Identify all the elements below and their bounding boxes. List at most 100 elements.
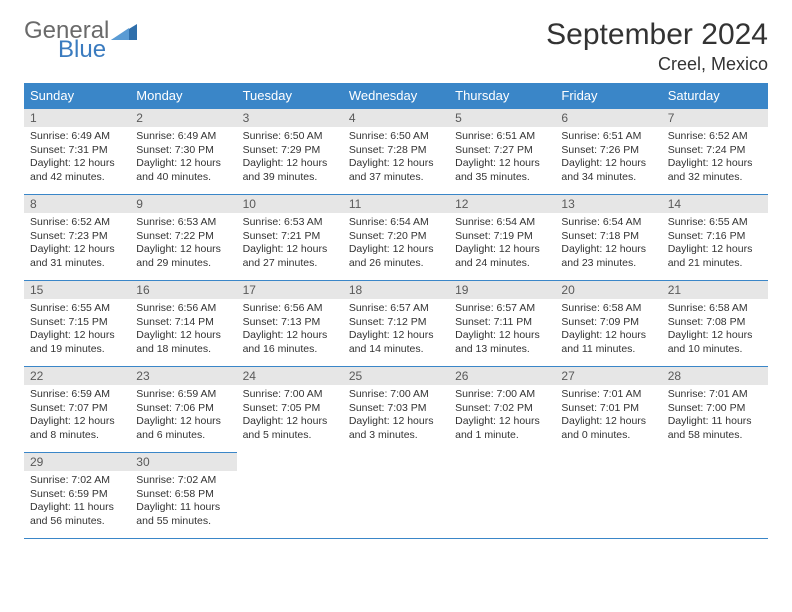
daylight-line1: Daylight: 12 hours <box>30 415 124 429</box>
calendar-day-cell: 10Sunrise: 6:53 AMSunset: 7:21 PMDayligh… <box>237 195 343 281</box>
calendar-day-cell: 23Sunrise: 6:59 AMSunset: 7:06 PMDayligh… <box>130 367 236 453</box>
calendar-day-cell <box>449 453 555 539</box>
calendar-day-cell: 7Sunrise: 6:52 AMSunset: 7:24 PMDaylight… <box>662 109 768 195</box>
day-number: 15 <box>24 281 130 299</box>
day-number: 21 <box>662 281 768 299</box>
sunset-text: Sunset: 7:16 PM <box>668 230 762 244</box>
day-number: 16 <box>130 281 236 299</box>
sunset-text: Sunset: 7:03 PM <box>349 402 443 416</box>
daylight-line1: Daylight: 12 hours <box>136 329 230 343</box>
calendar-day-cell: 27Sunrise: 7:01 AMSunset: 7:01 PMDayligh… <box>555 367 661 453</box>
day-details: Sunrise: 7:01 AMSunset: 7:00 PMDaylight:… <box>662 385 768 447</box>
day-number: 5 <box>449 109 555 127</box>
calendar-day-cell: 9Sunrise: 6:53 AMSunset: 7:22 PMDaylight… <box>130 195 236 281</box>
daylight-line2: and 37 minutes. <box>349 171 443 185</box>
day-details: Sunrise: 7:02 AMSunset: 6:59 PMDaylight:… <box>24 471 130 533</box>
day-details: Sunrise: 6:50 AMSunset: 7:29 PMDaylight:… <box>237 127 343 189</box>
daylight-line2: and 24 minutes. <box>455 257 549 271</box>
sunrise-text: Sunrise: 6:53 AM <box>243 216 337 230</box>
sunrise-text: Sunrise: 7:02 AM <box>136 474 230 488</box>
dow-tuesday: Tuesday <box>237 83 343 109</box>
daylight-line2: and 16 minutes. <box>243 343 337 357</box>
daylight-line1: Daylight: 11 hours <box>30 501 124 515</box>
sunset-text: Sunset: 7:29 PM <box>243 144 337 158</box>
sunset-text: Sunset: 7:19 PM <box>455 230 549 244</box>
daylight-line2: and 14 minutes. <box>349 343 443 357</box>
day-details: Sunrise: 6:56 AMSunset: 7:13 PMDaylight:… <box>237 299 343 361</box>
sunset-text: Sunset: 7:28 PM <box>349 144 443 158</box>
day-number: 12 <box>449 195 555 213</box>
sunrise-text: Sunrise: 6:54 AM <box>561 216 655 230</box>
sunset-text: Sunset: 7:14 PM <box>136 316 230 330</box>
dow-thursday: Thursday <box>449 83 555 109</box>
daylight-line1: Daylight: 12 hours <box>243 415 337 429</box>
calendar-week-row: 29Sunrise: 7:02 AMSunset: 6:59 PMDayligh… <box>24 453 768 539</box>
dow-wednesday: Wednesday <box>343 83 449 109</box>
day-details: Sunrise: 6:53 AMSunset: 7:22 PMDaylight:… <box>130 213 236 275</box>
calendar-day-cell: 26Sunrise: 7:00 AMSunset: 7:02 PMDayligh… <box>449 367 555 453</box>
daylight-line2: and 40 minutes. <box>136 171 230 185</box>
day-details: Sunrise: 7:00 AMSunset: 7:02 PMDaylight:… <box>449 385 555 447</box>
header: General Blue September 2024 Creel, Mexic… <box>24 18 768 75</box>
daylight-line1: Daylight: 12 hours <box>136 157 230 171</box>
sunset-text: Sunset: 7:15 PM <box>30 316 124 330</box>
sunset-text: Sunset: 7:18 PM <box>561 230 655 244</box>
sunrise-text: Sunrise: 7:01 AM <box>668 388 762 402</box>
day-details: Sunrise: 6:59 AMSunset: 7:06 PMDaylight:… <box>130 385 236 447</box>
calendar-day-cell: 22Sunrise: 6:59 AMSunset: 7:07 PMDayligh… <box>24 367 130 453</box>
day-details: Sunrise: 6:56 AMSunset: 7:14 PMDaylight:… <box>130 299 236 361</box>
sunset-text: Sunset: 7:27 PM <box>455 144 549 158</box>
day-details: Sunrise: 7:02 AMSunset: 6:58 PMDaylight:… <box>130 471 236 533</box>
sunrise-text: Sunrise: 6:57 AM <box>455 302 549 316</box>
sunrise-text: Sunrise: 6:59 AM <box>136 388 230 402</box>
calendar-day-cell <box>555 453 661 539</box>
day-number: 29 <box>24 453 130 471</box>
sunset-text: Sunset: 6:59 PM <box>30 488 124 502</box>
logo-triangle-icon <box>111 22 137 40</box>
daylight-line2: and 42 minutes. <box>30 171 124 185</box>
daylight-line1: Daylight: 12 hours <box>561 243 655 257</box>
daylight-line1: Daylight: 12 hours <box>349 243 443 257</box>
sunrise-text: Sunrise: 6:56 AM <box>243 302 337 316</box>
daylight-line1: Daylight: 12 hours <box>243 329 337 343</box>
calendar-day-cell: 17Sunrise: 6:56 AMSunset: 7:13 PMDayligh… <box>237 281 343 367</box>
day-details: Sunrise: 6:58 AMSunset: 7:09 PMDaylight:… <box>555 299 661 361</box>
day-number: 3 <box>237 109 343 127</box>
daylight-line2: and 23 minutes. <box>561 257 655 271</box>
calendar-day-cell: 11Sunrise: 6:54 AMSunset: 7:20 PMDayligh… <box>343 195 449 281</box>
calendar-day-cell <box>662 453 768 539</box>
daylight-line1: Daylight: 12 hours <box>243 243 337 257</box>
day-number: 10 <box>237 195 343 213</box>
sunset-text: Sunset: 7:31 PM <box>30 144 124 158</box>
daylight-line2: and 3 minutes. <box>349 429 443 443</box>
daylight-line1: Daylight: 12 hours <box>455 329 549 343</box>
daylight-line2: and 13 minutes. <box>455 343 549 357</box>
daylight-line1: Daylight: 12 hours <box>668 329 762 343</box>
day-number: 2 <box>130 109 236 127</box>
daylight-line1: Daylight: 11 hours <box>668 415 762 429</box>
sunrise-text: Sunrise: 6:58 AM <box>668 302 762 316</box>
daylight-line2: and 10 minutes. <box>668 343 762 357</box>
calendar-day-cell: 8Sunrise: 6:52 AMSunset: 7:23 PMDaylight… <box>24 195 130 281</box>
daylight-line2: and 31 minutes. <box>30 257 124 271</box>
logo: General Blue <box>24 18 137 62</box>
day-number: 9 <box>130 195 236 213</box>
sunrise-text: Sunrise: 7:00 AM <box>455 388 549 402</box>
calendar-page: General Blue September 2024 Creel, Mexic… <box>0 0 792 551</box>
sunrise-text: Sunrise: 6:51 AM <box>455 130 549 144</box>
sunset-text: Sunset: 7:24 PM <box>668 144 762 158</box>
daylight-line2: and 0 minutes. <box>561 429 655 443</box>
daylight-line1: Daylight: 12 hours <box>455 157 549 171</box>
day-number: 22 <box>24 367 130 385</box>
daylight-line2: and 39 minutes. <box>243 171 337 185</box>
calendar-day-cell: 21Sunrise: 6:58 AMSunset: 7:08 PMDayligh… <box>662 281 768 367</box>
dow-sunday: Sunday <box>24 83 130 109</box>
day-details: Sunrise: 6:49 AMSunset: 7:31 PMDaylight:… <box>24 127 130 189</box>
calendar-day-cell: 2Sunrise: 6:49 AMSunset: 7:30 PMDaylight… <box>130 109 236 195</box>
day-number: 18 <box>343 281 449 299</box>
sunrise-text: Sunrise: 6:50 AM <box>349 130 443 144</box>
day-number: 19 <box>449 281 555 299</box>
day-details: Sunrise: 6:57 AMSunset: 7:11 PMDaylight:… <box>449 299 555 361</box>
sunset-text: Sunset: 7:26 PM <box>561 144 655 158</box>
sunrise-text: Sunrise: 7:00 AM <box>243 388 337 402</box>
